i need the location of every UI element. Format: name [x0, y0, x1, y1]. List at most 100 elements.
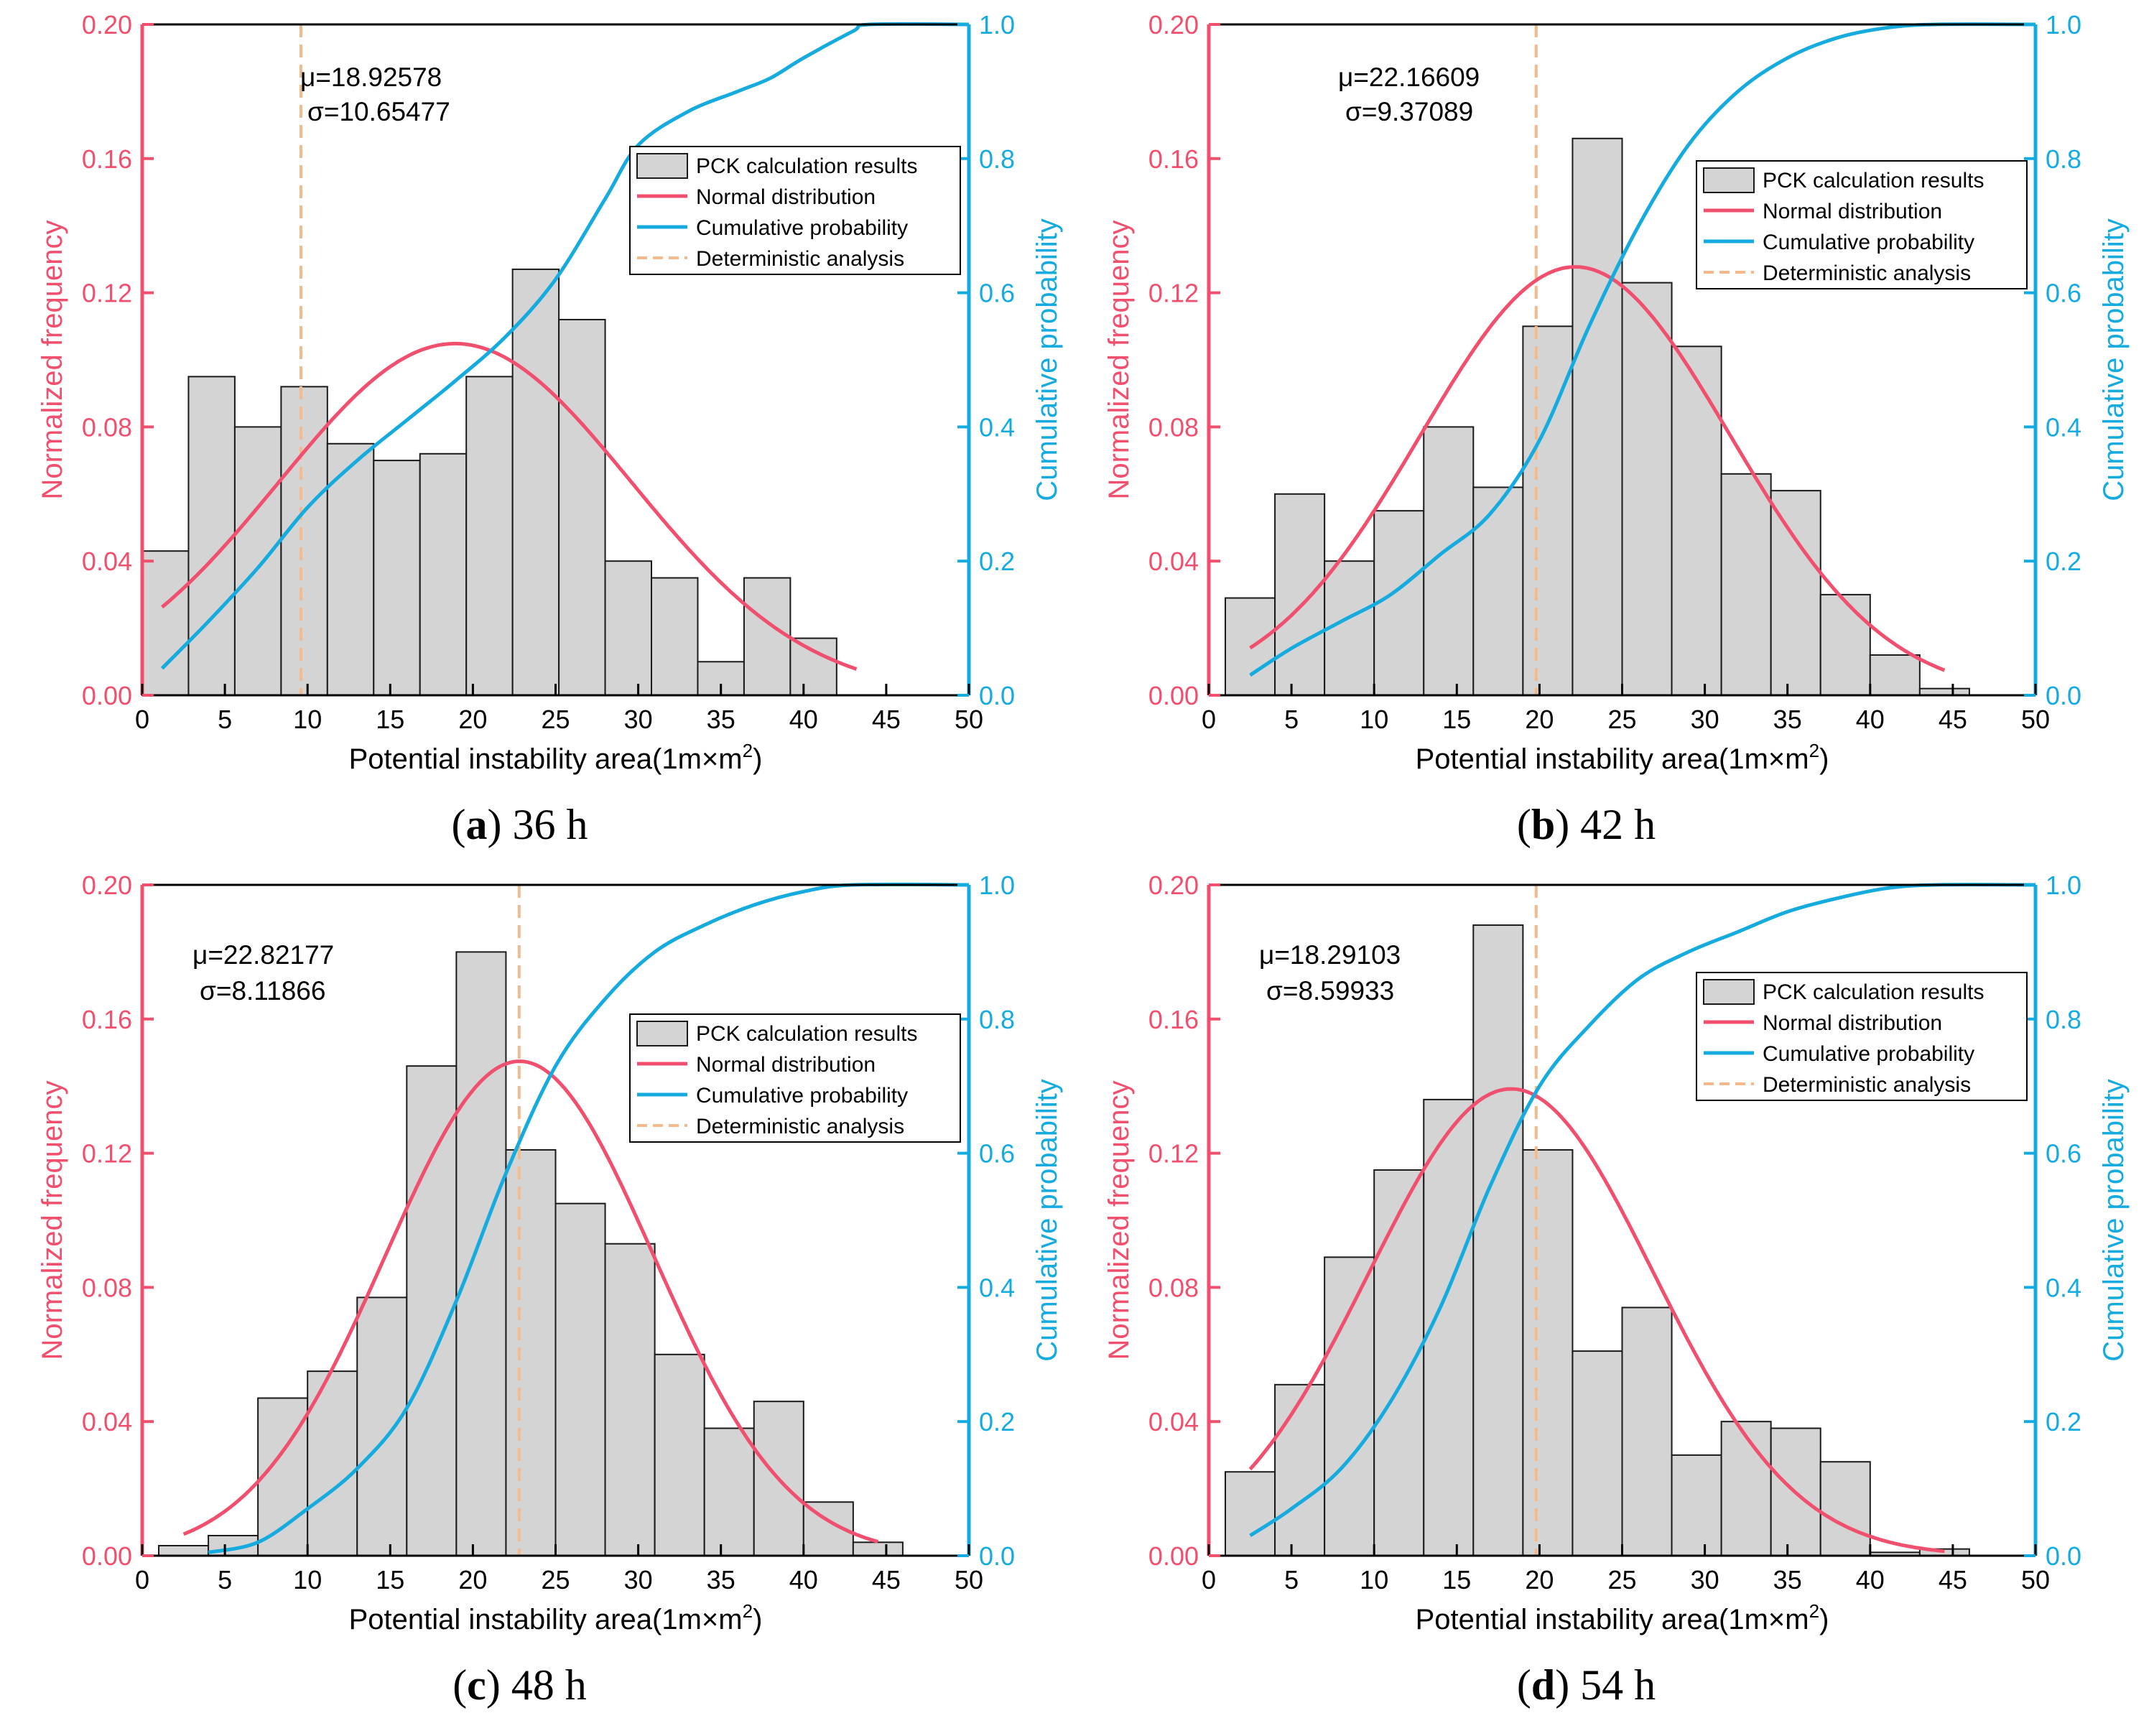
histogram-bar: [558, 318, 606, 696]
x-tick-label: 10: [293, 1565, 322, 1595]
x-tick-label: 45: [1939, 1565, 1967, 1595]
caption-time: ) 54 h: [1555, 1661, 1656, 1709]
x-tick-label: 20: [1525, 1565, 1554, 1595]
panel-caption: (b) 42 h: [1517, 801, 1656, 848]
x-tick-label: 5: [1284, 1565, 1299, 1595]
x-tick-label: 25: [541, 1565, 570, 1595]
y-right-tick-label: 0.2: [979, 547, 1015, 576]
histogram-bar: [1472, 924, 1524, 1557]
y-left-tick-label: 0.20: [1148, 10, 1199, 40]
histogram-bar: [1770, 490, 1821, 696]
y-right-tick-label: 0.0: [979, 681, 1015, 710]
histogram-bar: [356, 1296, 408, 1557]
x-tick-label: 50: [2021, 705, 2050, 734]
y-left-tick-label: 0.12: [1148, 1139, 1199, 1169]
caption-letter: c: [467, 1661, 486, 1709]
mu-label: μ=22.16609: [1338, 62, 1480, 92]
legend: PCK calculation results Normal distributi…: [1696, 160, 2028, 289]
x-tick-label: 25: [1607, 1565, 1636, 1595]
histogram-bar: [703, 1427, 755, 1557]
x-axis-title: Potential instability area(1m×m2): [349, 740, 763, 775]
y-right-axis-title: Cumulative probability: [1031, 218, 1063, 501]
x-axis-title-superscript: 2: [1809, 740, 1819, 761]
y-right-axis-title: Cumulative probability: [1031, 1079, 1063, 1362]
legend-label: Deterministic analysis: [1763, 1073, 1971, 1097]
x-tick-label: 25: [541, 705, 570, 734]
x-tick-label: 45: [872, 1565, 901, 1595]
caption-time: ) 36 h: [488, 801, 588, 848]
mu-label: μ=22.82177: [192, 940, 334, 970]
histogram-bar: [1621, 282, 1673, 696]
x-axis-title: Potential instability area(1m×m2): [1416, 740, 1829, 775]
x-tick-label: 30: [624, 705, 653, 734]
histogram-bar: [1720, 473, 1772, 697]
panel-caption: (c) 48 h: [452, 1661, 587, 1709]
y-right-tick-label: 0.2: [979, 1407, 1015, 1436]
y-right-tick-label: 1.0: [979, 871, 1015, 900]
legend-swatch-bar: [1703, 167, 1755, 193]
x-tick-label: 5: [218, 705, 232, 734]
y-left-tick-label: 0.08: [82, 1273, 132, 1302]
histogram-bar: [554, 1202, 606, 1557]
x-tick-label: 20: [458, 1565, 487, 1595]
y-right-tick-label: 0.0: [2046, 681, 2081, 710]
legend-label: Normal distribution: [696, 1053, 876, 1077]
caption-time: ) 48 h: [486, 1661, 587, 1709]
x-tick-label: 30: [1691, 1565, 1719, 1595]
x-tick-label: 35: [707, 705, 735, 734]
histogram-bar: [1671, 345, 1722, 696]
y-left-tick-label: 0.16: [82, 1005, 132, 1034]
x-tick-label: 0: [135, 705, 149, 734]
x-tick-label: 15: [376, 1565, 404, 1595]
y-left-tick-label: 0.00: [82, 681, 132, 710]
y-right-axis-title: Cumulative probability: [2098, 218, 2130, 501]
legend-label: Normal distribution: [1763, 200, 1942, 223]
y-right-tick-label: 0.6: [2046, 279, 2081, 308]
y-right-tick-label: 0.6: [979, 1139, 1015, 1169]
caption-letter: a: [466, 801, 488, 848]
x-tick-label: 10: [293, 705, 322, 734]
histogram-bar: [419, 452, 468, 696]
y-right-tick-label: 0.8: [2046, 1005, 2081, 1034]
legend-label: Deterministic analysis: [1763, 261, 1971, 285]
legend-label: Cumulative probability: [696, 216, 908, 240]
y-left-tick-label: 0.00: [82, 1541, 132, 1571]
histogram-bar: [1373, 1169, 1425, 1556]
histogram-bar: [1621, 1306, 1673, 1557]
y-right-tick-label: 1.0: [2046, 10, 2081, 40]
caption-time: ) 42 h: [1555, 801, 1656, 848]
mu-label: μ=18.92578: [300, 62, 442, 92]
y-right-tick-label: 0.8: [979, 144, 1015, 174]
normal-distribution-curve: [182, 1059, 879, 1544]
histogram-bar: [373, 460, 421, 696]
histogram-bar: [1472, 486, 1524, 697]
caption-paren-open: (: [1517, 1661, 1531, 1709]
chart-panel-d: 0 5 10 15 20 25 30 35 40 45 50 0.00 0.04 0.08 0.12 0.16…: [1103, 871, 2130, 1709]
x-axis-title-superscript: 2: [743, 740, 753, 761]
y-right-tick-label: 0.4: [2046, 1273, 2081, 1302]
histogram-bar: [465, 376, 514, 696]
x-tick-label: 45: [1939, 705, 1967, 734]
x-tick-label: 20: [1525, 705, 1554, 734]
legend-label: PCK calculation results: [1763, 980, 1984, 1004]
panel-caption: (d) 54 h: [1517, 1661, 1656, 1709]
chart-panel-a: 0 5 10 15 20 25 30 35 40 45 50 0.00 0.04 0.08 0.12 0.16…: [37, 10, 1063, 848]
histogram-bar: [187, 376, 236, 696]
y-left-tick-label: 0.12: [82, 279, 132, 308]
x-axis-title: Potential instability area(1m×m2): [349, 1600, 763, 1635]
x-tick-label: 0: [1202, 705, 1216, 734]
x-tick-label: 5: [1284, 705, 1299, 734]
y-right-tick-label: 0.2: [2046, 547, 2081, 576]
histogram-bar: [1720, 1421, 1772, 1556]
y-left-tick-label: 0.08: [1148, 1273, 1199, 1302]
caption-paren-open: (: [1517, 801, 1531, 848]
y-left-axis-title: Normalized frequency: [37, 1080, 68, 1360]
x-tick-label: 50: [955, 1565, 983, 1595]
y-right-tick-label: 0.8: [2046, 144, 2081, 174]
legend-label: Cumulative probability: [1763, 1042, 1974, 1066]
histogram-bar: [1225, 1471, 1276, 1556]
x-axis-title-text: Potential instability area(1m×m: [349, 743, 743, 775]
cumulative-probability-curve: [1249, 22, 2036, 677]
legend-label: Normal distribution: [696, 185, 876, 209]
caption-letter: b: [1531, 801, 1555, 848]
